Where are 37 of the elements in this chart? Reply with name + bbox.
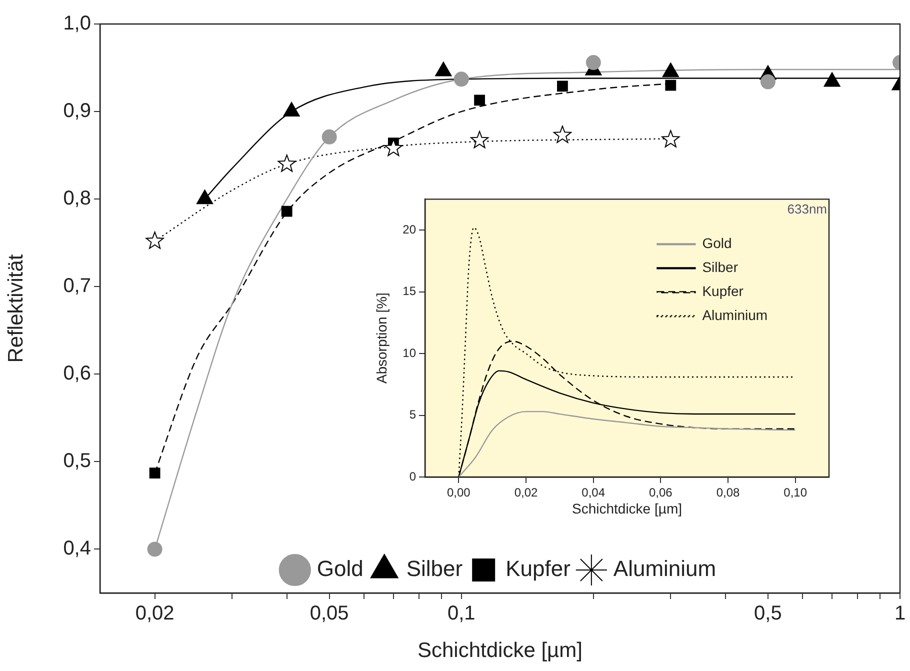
x-tick-label: 0,1 <box>447 602 476 625</box>
x-tick-label: 0,02 <box>135 602 174 625</box>
line-series <box>458 410 796 477</box>
x-tick-label: 1 <box>894 602 906 625</box>
x-tick-label: 0,5 <box>754 602 782 625</box>
legend-label: Kupfer <box>506 556 570 582</box>
y-tick-label: 0,6 <box>63 362 91 385</box>
y-tick-label: 0,9 <box>63 100 91 122</box>
y-tick-label: 0,5 <box>63 450 91 472</box>
x-tick-label: 0,00 <box>446 486 471 500</box>
y-tick-label: 0,4 <box>63 538 91 560</box>
legend-label: Silber <box>406 556 463 582</box>
legend-label: Aluminium <box>613 556 716 582</box>
annotation: 633nm <box>787 201 827 216</box>
y-tick-label: 10 <box>402 346 416 360</box>
y-tick-label: 0 <box>409 469 416 484</box>
x-tick-label: 0,04 <box>582 486 606 500</box>
y-axis-title: Reflektivität <box>4 254 28 363</box>
y-tick-label: 20 <box>402 222 416 236</box>
x-axis-title: Schichtdicke [µm] <box>572 500 682 516</box>
legend-label: Kupfer <box>702 283 744 300</box>
legend-label: Aluminium <box>702 307 768 324</box>
x-tick-label: 0,02 <box>514 486 538 500</box>
legend-label: Silber <box>702 259 738 276</box>
legend-label: Gold <box>702 235 732 252</box>
legend-label: Gold <box>316 556 364 582</box>
y-tick-label: 1,0 <box>63 12 91 35</box>
y-tick-label: 5 <box>409 408 416 422</box>
x-axis-title: Schichtdicke [µm] <box>418 639 582 662</box>
x-tick-label: 0,08 <box>716 486 740 500</box>
y-axis-title: Absorption [%] <box>373 292 390 384</box>
y-tick-label: 0,8 <box>63 188 91 210</box>
y-tick-label: 0,7 <box>63 275 91 298</box>
y-tick-label: 15 <box>402 284 416 298</box>
x-tick-label: 0,05 <box>310 602 349 625</box>
x-tick-label: 0,06 <box>648 486 673 500</box>
x-tick-label: 0,10 <box>784 486 808 500</box>
